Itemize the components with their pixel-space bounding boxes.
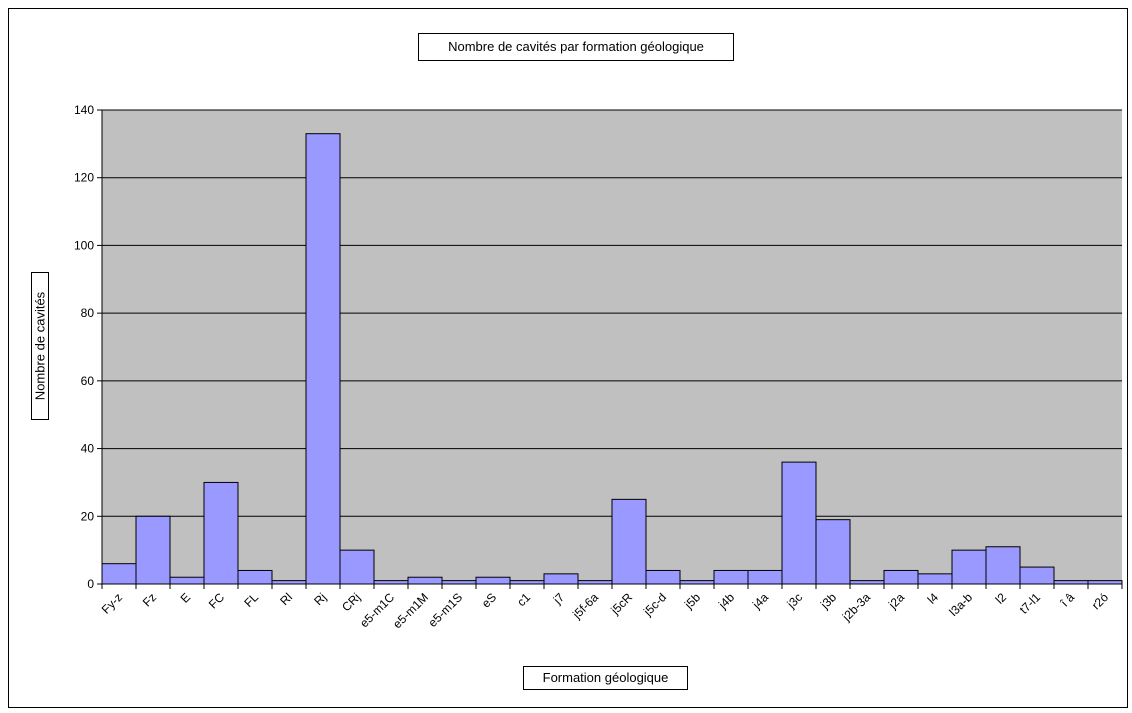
x-tick-label: CRj bbox=[339, 590, 363, 614]
x-tick-label: j3c bbox=[784, 590, 805, 611]
bar bbox=[645, 569, 681, 585]
y-tick-label: 140 bbox=[74, 103, 94, 117]
bar bbox=[781, 461, 817, 585]
x-tick-label: eS bbox=[479, 590, 499, 610]
y-axis-label: Nombre de cavités bbox=[32, 291, 48, 401]
bar bbox=[441, 580, 477, 585]
x-tick-label: j7 bbox=[550, 590, 567, 607]
y-tick-label: 20 bbox=[81, 509, 95, 523]
bar bbox=[747, 569, 783, 585]
gridlines bbox=[102, 109, 1122, 517]
bar bbox=[305, 133, 341, 585]
x-tick-label: e5-m1C bbox=[357, 590, 397, 630]
y-tick-label: 100 bbox=[74, 238, 94, 252]
bar bbox=[611, 498, 647, 585]
x-tick-label: c1 bbox=[514, 590, 533, 609]
x-tick-label: Rj bbox=[311, 590, 329, 608]
bar bbox=[1087, 580, 1123, 585]
bar bbox=[101, 563, 137, 585]
x-tick-label: Rl bbox=[277, 590, 295, 608]
y-tick-labels: 0 20 40 60 80 100 120 140 bbox=[74, 103, 102, 591]
bar bbox=[679, 580, 715, 585]
bar bbox=[883, 569, 919, 585]
x-tick-label: l2 bbox=[993, 590, 1010, 607]
bar bbox=[1053, 580, 1089, 585]
bar bbox=[373, 580, 409, 585]
bar bbox=[917, 573, 953, 585]
x-tick-label: j4a bbox=[749, 590, 771, 612]
x-tick-label: j2b-3a bbox=[839, 590, 873, 624]
bar bbox=[135, 515, 171, 585]
x-tick-label: j3b bbox=[817, 590, 839, 612]
x-tick-label: r2ó bbox=[1089, 590, 1111, 612]
x-tick-label: j5f-6a bbox=[569, 590, 601, 622]
x-tick-label: j5c-d bbox=[640, 590, 669, 619]
bar bbox=[271, 580, 307, 585]
y-tick-label: 80 bbox=[81, 306, 95, 320]
bar bbox=[509, 580, 545, 585]
bar bbox=[815, 519, 851, 585]
bar bbox=[203, 481, 239, 585]
bar bbox=[475, 576, 511, 585]
x-tick-label: e5-m1S bbox=[426, 590, 466, 630]
bar bbox=[237, 569, 273, 585]
bar bbox=[951, 549, 987, 585]
bar bbox=[339, 549, 375, 585]
bar bbox=[577, 580, 613, 585]
x-tick-label: î â bbox=[1057, 590, 1077, 610]
y-tick-label: 60 bbox=[81, 374, 95, 388]
x-tick-label: Fy-z bbox=[99, 590, 125, 616]
y-tick-label: 40 bbox=[81, 442, 95, 456]
x-tick-label: FL bbox=[241, 590, 261, 610]
x-tick-label: Fz bbox=[140, 590, 159, 609]
x-tick-label: e5-m1M bbox=[390, 590, 431, 631]
x-tick-label: l3a-b bbox=[946, 590, 975, 619]
bar bbox=[407, 576, 443, 585]
bar bbox=[543, 573, 579, 585]
bar bbox=[169, 576, 205, 585]
x-tick-label: j5cR bbox=[608, 590, 636, 618]
x-tick-label: E bbox=[178, 590, 194, 606]
y-axis-label-box: Nombre de cavités bbox=[31, 272, 49, 420]
x-axis-label: Formation géologique bbox=[523, 666, 688, 690]
x-tick-label: j4b bbox=[715, 590, 737, 612]
x-tick-label: j2a bbox=[885, 590, 907, 612]
bar bbox=[1019, 566, 1055, 585]
chart-title: Nombre de cavités par formation géologiq… bbox=[418, 33, 734, 61]
bars bbox=[101, 133, 1123, 585]
y-tick-label: 120 bbox=[74, 171, 94, 185]
bar bbox=[713, 569, 749, 585]
y-tick-label: 0 bbox=[87, 577, 94, 591]
x-tick-label: t7-l1 bbox=[1017, 590, 1044, 617]
bar bbox=[849, 580, 885, 585]
x-tick-label: l4 bbox=[925, 590, 942, 607]
bar bbox=[985, 546, 1021, 585]
x-tick-label: FC bbox=[206, 590, 227, 611]
x-tick-label: j5b bbox=[681, 590, 703, 612]
